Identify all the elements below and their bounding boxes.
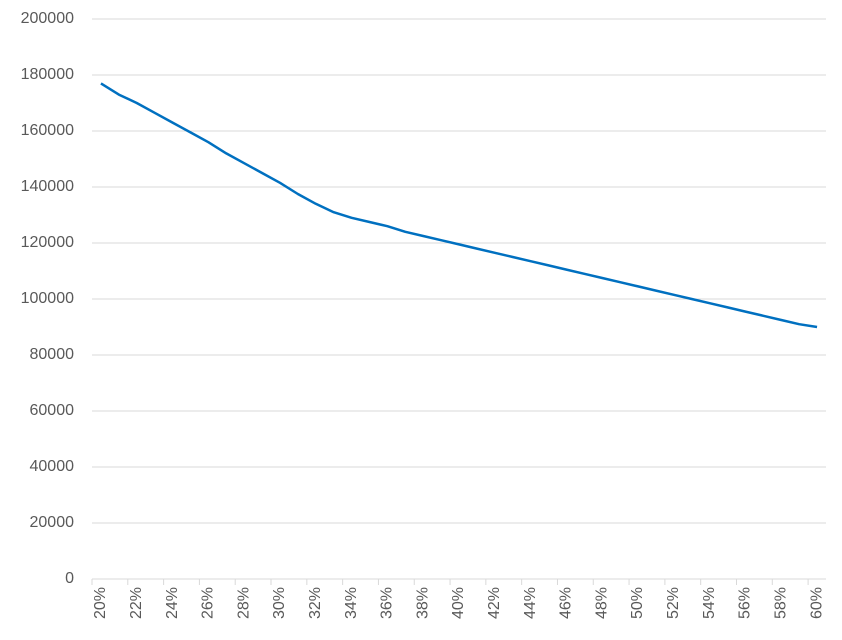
y-tick-label: 80000	[30, 346, 75, 363]
y-tick-label: 160000	[21, 122, 74, 139]
x-tick-label: 40%	[450, 587, 467, 619]
x-tick-label: 36%	[379, 587, 396, 619]
y-tick-label: 60000	[30, 402, 75, 419]
y-tick-label: 140000	[21, 178, 74, 195]
x-tick-label: 50%	[629, 587, 646, 619]
x-tick-label: 54%	[701, 587, 718, 619]
x-tick-label: 30%	[271, 587, 288, 619]
x-tick-label: 22%	[128, 587, 145, 619]
x-tick-label: 58%	[772, 587, 789, 619]
y-tick-label: 100000	[21, 290, 74, 307]
x-tick-label: 32%	[307, 587, 324, 619]
x-tick-label: 46%	[558, 587, 575, 619]
y-tick-label: 40000	[30, 458, 75, 475]
x-tick-label: 26%	[200, 587, 217, 619]
x-tick-label: 38%	[414, 587, 431, 619]
x-tick-label: 34%	[343, 587, 360, 619]
x-tick-label: 52%	[665, 587, 682, 619]
x-tick-label: 56%	[737, 587, 754, 619]
data-line	[100, 82, 818, 329]
y-tick-label: 200000	[21, 10, 74, 27]
y-tick-label: 0	[65, 570, 74, 587]
y-tick-label: 20000	[30, 514, 75, 531]
x-tick-label: 20%	[92, 587, 109, 619]
x-tick-label: 24%	[164, 587, 181, 619]
y-tick-label: 120000	[21, 234, 74, 251]
x-tick-label: 48%	[593, 587, 610, 619]
x-tick-label: 44%	[522, 587, 539, 619]
x-tick-label: 42%	[486, 587, 503, 619]
x-tick-label: 28%	[235, 587, 252, 619]
y-tick-label: 180000	[21, 66, 74, 83]
x-tick-label: 60%	[808, 587, 825, 619]
